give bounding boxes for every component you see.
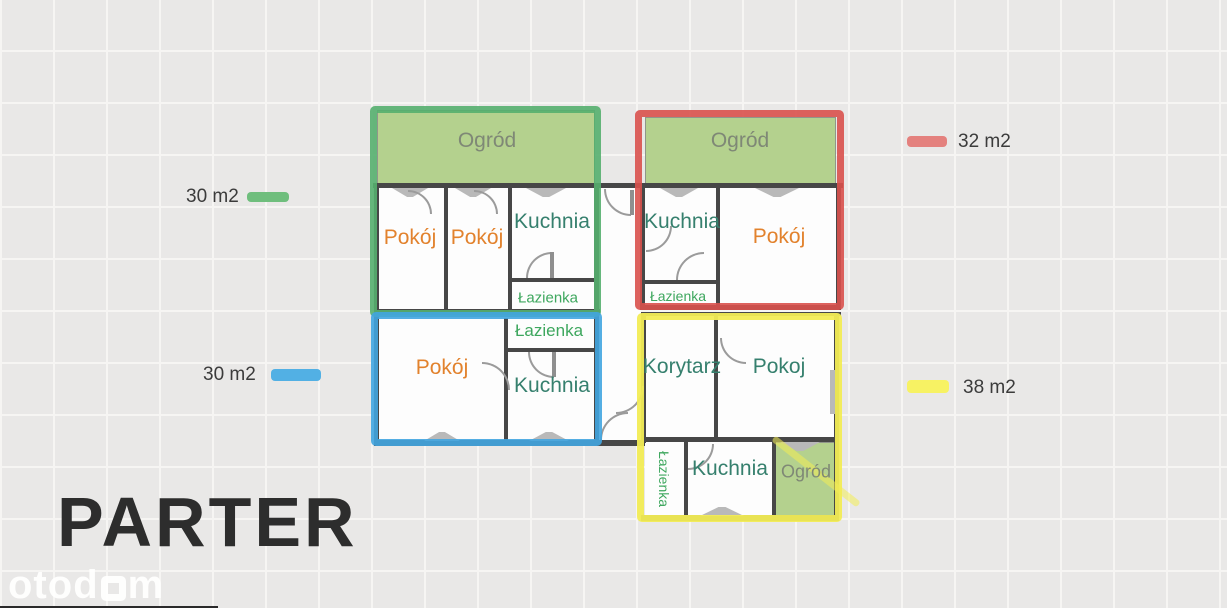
room-interior-yellow-apartment — [645, 316, 835, 438]
window-icon — [755, 188, 799, 197]
apartment-outline-yellow — [637, 313, 842, 522]
apartment-outline-red — [635, 110, 844, 310]
wall-green-bathroom — [508, 278, 598, 282]
room-label-bath-green: Łazienka — [517, 289, 579, 307]
door-leaf-icon — [550, 252, 554, 278]
room-label-room1-green: Pokój — [383, 226, 437, 249]
otodom-square-o-icon — [100, 576, 126, 601]
legend-label-blue: 30 m2 — [203, 364, 256, 385]
room-label-kitchen-green: Kuchnia — [514, 210, 590, 233]
legend-label-red: 32 m2 — [958, 131, 1011, 152]
window-icon — [455, 188, 491, 197]
room-label-garden-red: Ogród — [710, 129, 770, 152]
room-label-room-red: Pokój — [752, 225, 806, 248]
room-label-bath-red: Łazienka — [649, 288, 707, 304]
room-label-bath-blue: Łazienka — [514, 321, 584, 340]
wall-yellow-kitchen-garden — [772, 442, 776, 517]
legend-label-yellow: 38 m2 — [963, 377, 1016, 398]
wall-green-room-divider-2 — [508, 188, 512, 310]
room-label-room2-green: Pokój — [450, 226, 504, 249]
room-label-kitchen-blue: Kuchnia — [514, 374, 590, 397]
legend-label-green: 30 m2 — [186, 186, 239, 207]
window-icon — [526, 188, 566, 197]
door-leaf-icon — [552, 352, 556, 377]
room-label-kitchen-yellow: Kuchnia — [692, 457, 768, 480]
wall-red-left — [640, 183, 645, 310]
door-leaf-icon — [630, 190, 634, 215]
window-icon — [780, 442, 820, 451]
garden-area-red-apartment — [645, 117, 836, 184]
bottom-edge-bar — [0, 606, 218, 608]
wall-red-room-divider — [716, 188, 720, 305]
legend-swatch-red — [907, 136, 947, 147]
wall-blue-bathroom — [504, 348, 598, 352]
watermark-text-prefix: otod — [8, 563, 99, 607]
wall-yellow-bathroom — [684, 442, 688, 517]
room-interior-yellow-bathroom — [645, 442, 685, 516]
room-label-garden-green: Ogród — [457, 129, 517, 152]
wall-top — [373, 183, 843, 188]
legend-swatch-yellow — [907, 380, 949, 393]
wall-red-bathroom — [640, 280, 718, 284]
room-label-hall-yellow: Korytarz — [642, 355, 722, 378]
window-icon — [424, 432, 460, 441]
room-label-kitchen-red: Kuchnia — [644, 210, 720, 233]
watermark-text-suffix: m — [127, 563, 165, 607]
room-label-room-yellow: Pokoj — [752, 355, 806, 378]
floor-title: PARTER — [57, 483, 358, 561]
window-icon — [700, 507, 744, 516]
room-interior-red-apartment — [645, 188, 836, 305]
window-icon — [660, 188, 698, 197]
room-label-garden-yellow: Ogród — [780, 461, 832, 482]
room-label-bath-yellow: Łazienka — [656, 450, 672, 508]
window-icon — [529, 432, 569, 441]
wall-hallway-bottom — [595, 440, 645, 446]
otodom-watermark-logo: otod m — [8, 563, 164, 608]
window-icon — [830, 370, 835, 414]
apartment-outline-blue — [371, 312, 602, 446]
wall-yellow-middle — [641, 437, 839, 442]
room-label-room-blue: Pokój — [415, 356, 469, 379]
legend-swatch-green — [247, 192, 289, 202]
legend-swatch-blue — [271, 369, 321, 381]
wall-green-room-divider-1 — [444, 188, 448, 310]
wall-yellow-room-divider — [714, 316, 718, 437]
